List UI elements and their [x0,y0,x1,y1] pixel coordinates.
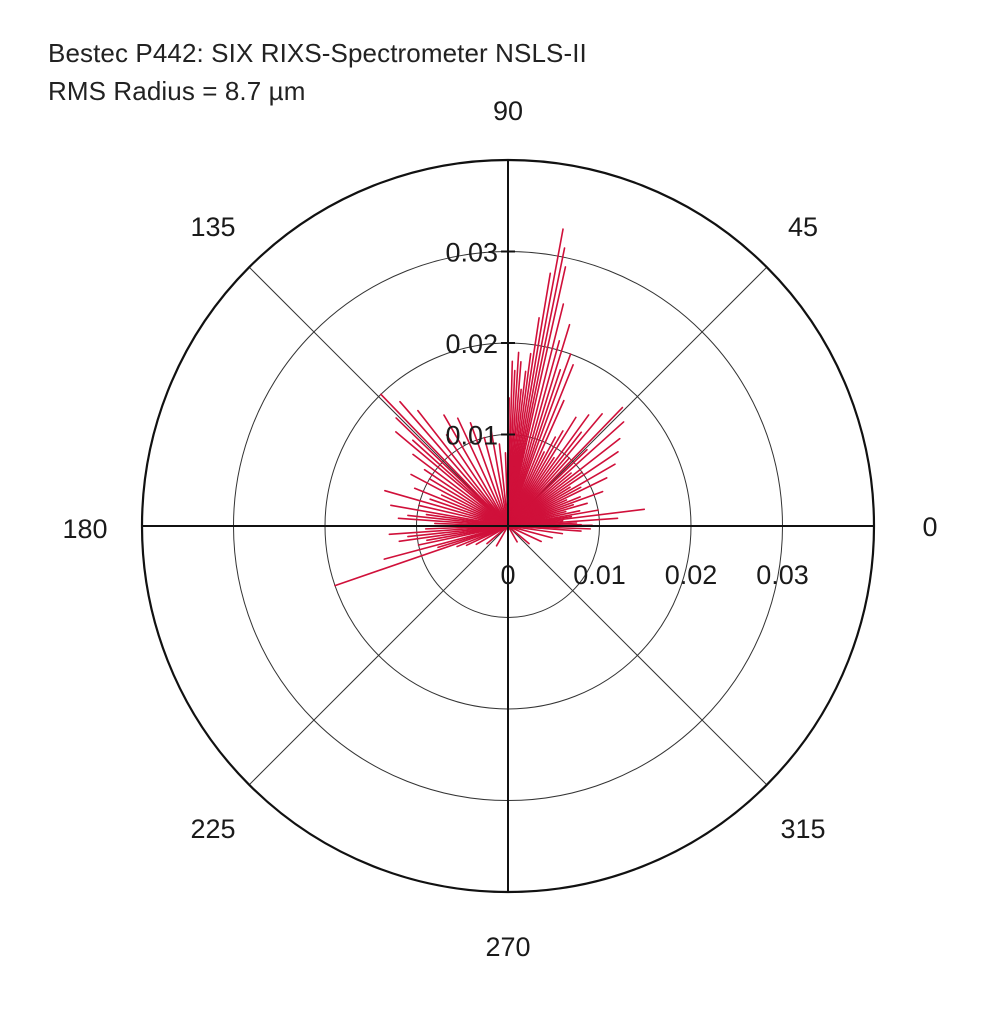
data-point [507,525,542,543]
angle-label-180: 180 [62,514,107,544]
spoke-135 [248,266,509,527]
outer-circle [140,158,876,894]
data-point [507,228,564,527]
data-point [412,453,509,527]
data-point [423,468,509,527]
data-point [507,247,566,527]
angle-label-225: 225 [190,814,235,844]
tick-labels: 0 45 90 135 180 225 270 315 0.01 0.02 0.03 0 0.01 0.0… [62,96,937,962]
data-point [443,414,509,527]
data-point [495,525,509,547]
data-point [507,421,625,527]
data-point [507,437,621,527]
angle-spokes [248,266,768,786]
data-point [469,422,509,527]
data-point [399,400,509,527]
r-label-vertical-2: 0.02 [445,329,498,359]
chart-title: Bestec P442: SIX RIXS-Spectrometer NSLS-… [48,38,587,68]
data-point [507,525,518,543]
data-point [486,525,509,545]
data-point [395,417,509,527]
angle-label-45: 45 [788,212,818,242]
center-axes [142,160,874,892]
angle-label-135: 135 [190,212,235,242]
data-point [475,525,509,546]
data-point [413,487,509,527]
angle-label-270: 270 [485,932,530,962]
title-block: Bestec P442: SIX RIXS-Spectrometer NSLS-… [48,34,587,110]
data-point [489,426,509,527]
spoke-315 [507,525,768,786]
r-label-horizontal-2: 0.02 [665,560,718,590]
data-point [380,393,509,527]
r-label-horizontal-3: 0.03 [756,560,809,590]
data-point [410,473,509,527]
data-point [507,340,561,527]
r-label-vertical-1: 0.01 [445,421,498,451]
angle-label-315: 315 [780,814,825,844]
data-point [507,406,624,527]
r-label-horizontal-1: 0.01 [573,560,626,590]
data-point [507,413,603,527]
data-point [483,436,509,527]
data-point [507,323,571,527]
angle-label-0: 0 [922,512,937,542]
data-point [507,303,565,527]
data-point [456,417,509,527]
r-label-horizontal-0: 0 [500,560,515,590]
r-label-vertical-3: 0.03 [445,238,498,268]
spoke-225 [248,525,509,786]
data-point [334,525,509,587]
data-point [507,364,574,527]
chart-subtitle: RMS Radius = 8.7 µm [48,76,306,106]
data-point [395,431,509,527]
data-point [445,434,509,527]
data-point [507,525,530,545]
angle-label-90: 90 [493,96,523,126]
data-point [507,525,553,539]
spoke-45 [507,266,768,527]
data-point [498,443,509,527]
data-point [417,409,509,527]
data-point [384,489,509,527]
